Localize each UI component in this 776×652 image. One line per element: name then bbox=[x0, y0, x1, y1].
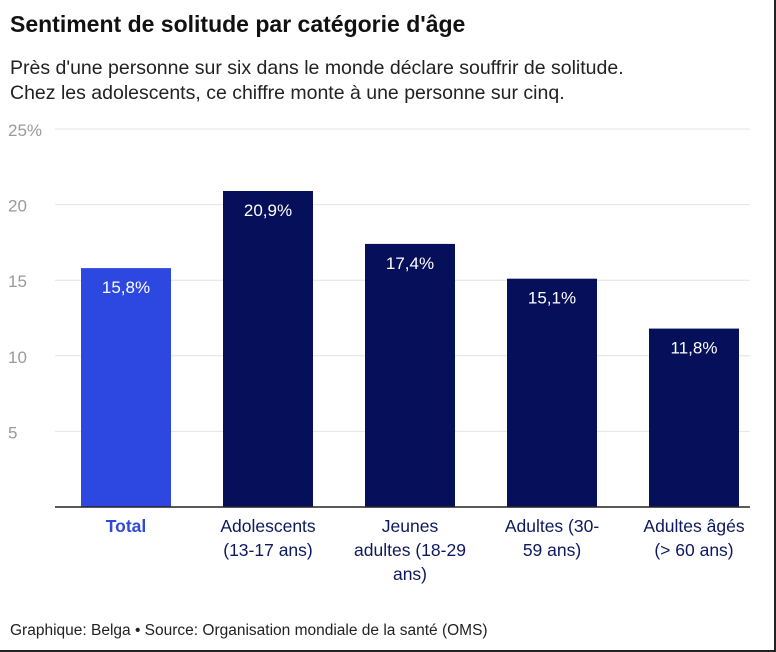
x-tick-label: Jeunes adultes (18-29 ans) bbox=[350, 514, 470, 586]
x-tick-label: Total bbox=[66, 514, 186, 538]
data-label: 20,9% bbox=[244, 201, 292, 220]
y-tick-label: 25% bbox=[8, 121, 42, 140]
x-tick-label-line: Total bbox=[105, 516, 147, 536]
bar bbox=[223, 190, 313, 507]
x-tick-label-line: Adolescents bbox=[220, 516, 316, 536]
chart-title: Sentiment de solitude par catégorie d'âg… bbox=[10, 11, 466, 37]
bar bbox=[365, 243, 455, 508]
x-tick-label-line: ans) bbox=[392, 564, 428, 584]
chart-subtitle: Près d'une personne sur six dans le mond… bbox=[10, 56, 750, 106]
x-tick-label-line: adultes (18-29 bbox=[354, 540, 466, 560]
x-tick-label-line: (13-17 ans) bbox=[223, 540, 313, 560]
data-label: 15,1% bbox=[528, 289, 576, 308]
y-tick-label: 10 bbox=[8, 348, 27, 367]
y-tick-label: 5 bbox=[8, 423, 17, 442]
data-label: 17,4% bbox=[386, 254, 434, 273]
x-tick-label-line: Adultes (30- bbox=[504, 516, 600, 536]
y-tick-label: 20 bbox=[8, 197, 27, 216]
x-tick-label: Adolescents (13-17 ans) bbox=[208, 514, 328, 562]
x-tick-label-line: Adultes âgés bbox=[643, 516, 745, 536]
x-tick-label-line: (> 60 ans) bbox=[654, 540, 734, 560]
chart-footer: Graphique: Belga • Source: Organisation … bbox=[10, 622, 488, 639]
x-tick-label: Adultes âgés (> 60 ans) bbox=[634, 514, 754, 562]
y-tick-label: 15 bbox=[8, 272, 27, 291]
x-tick-label: Adultes (30- 59 ans) bbox=[492, 514, 612, 562]
bar bbox=[81, 268, 171, 507]
data-label: 15,8% bbox=[102, 278, 150, 297]
bar bbox=[507, 278, 597, 507]
subtitle-line-2: Chez les adolescents, ce chiffre monte à… bbox=[10, 82, 565, 104]
subtitle-line-1: Près d'une personne sur six dans le mond… bbox=[10, 57, 624, 79]
x-tick-label-line: 59 ans) bbox=[522, 540, 582, 560]
x-tick-label-line: Jeunes bbox=[381, 516, 439, 536]
data-label: 11,8% bbox=[671, 339, 718, 358]
bar bbox=[649, 328, 739, 507]
